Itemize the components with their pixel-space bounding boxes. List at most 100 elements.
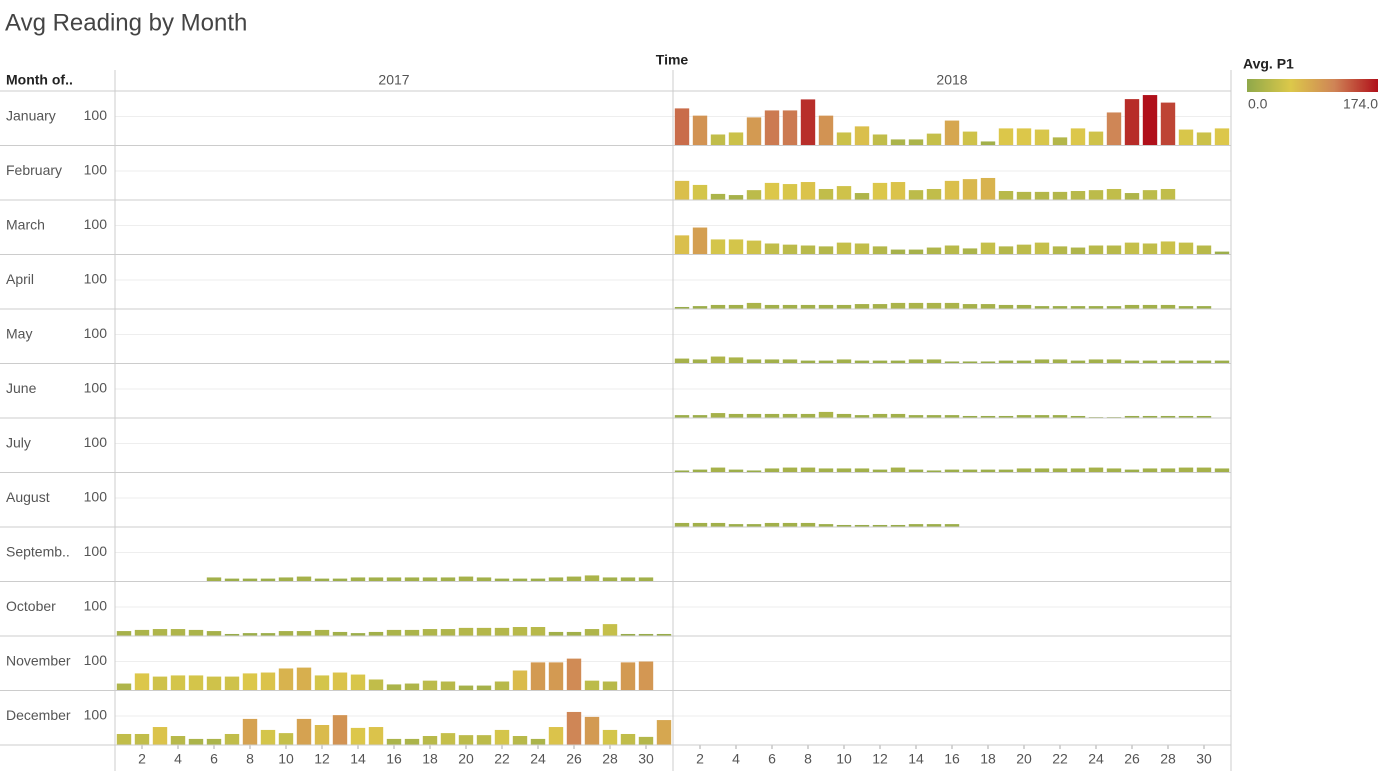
bar <box>260 672 276 691</box>
bar <box>458 685 474 691</box>
bar <box>1124 415 1140 418</box>
x-tick-label: 18 <box>980 751 996 767</box>
bar <box>620 633 636 636</box>
bar <box>584 629 600 636</box>
bar <box>1106 468 1122 473</box>
bar <box>818 524 834 527</box>
bar <box>512 578 528 582</box>
bar <box>674 415 690 418</box>
bar <box>944 361 960 364</box>
bar <box>710 134 726 146</box>
bar <box>782 413 798 418</box>
bar <box>926 359 942 364</box>
bar <box>908 524 924 527</box>
row-label: Septemb.. <box>6 544 70 560</box>
bar <box>566 631 582 636</box>
bar <box>728 132 744 146</box>
bar <box>854 524 870 527</box>
bar <box>782 244 798 255</box>
x-tick-label: 18 <box>422 751 438 767</box>
bar <box>1052 246 1068 255</box>
bar <box>710 304 726 309</box>
bar <box>962 469 978 473</box>
bar <box>332 631 348 636</box>
x-tick-label: 2 <box>138 751 146 767</box>
bar <box>638 661 654 691</box>
bar <box>404 683 420 691</box>
bar <box>602 681 618 691</box>
bar <box>908 415 924 418</box>
bar <box>1016 360 1032 364</box>
bar <box>998 128 1014 146</box>
bar <box>1196 245 1212 255</box>
bar <box>872 360 888 364</box>
bar <box>674 108 690 146</box>
bar <box>224 578 240 582</box>
x-tick-label: 28 <box>1160 751 1176 767</box>
bar <box>980 242 996 255</box>
bar <box>998 415 1014 418</box>
bar <box>458 735 474 745</box>
x-tick-label: 12 <box>314 751 330 767</box>
bar <box>1142 190 1158 200</box>
bar <box>1106 245 1122 255</box>
bar <box>818 246 834 255</box>
bar <box>1214 360 1230 364</box>
bar <box>386 738 402 745</box>
bar <box>1088 306 1104 309</box>
bar <box>1016 128 1032 146</box>
bar <box>1142 243 1158 255</box>
bar <box>692 469 708 473</box>
bar <box>692 306 708 309</box>
bar <box>782 304 798 309</box>
bar <box>350 674 366 691</box>
bar <box>836 304 852 309</box>
bar <box>1160 415 1176 418</box>
bar <box>980 469 996 473</box>
bar <box>422 577 438 582</box>
bar <box>512 627 528 636</box>
bar <box>134 733 150 745</box>
x-tick-label: 26 <box>566 751 582 767</box>
bar <box>980 361 996 364</box>
bar <box>1160 102 1176 146</box>
bar <box>548 577 564 582</box>
bar <box>548 727 564 745</box>
bar <box>800 522 816 527</box>
bar <box>926 247 942 255</box>
bar <box>764 110 780 146</box>
bar <box>692 415 708 418</box>
row-label: August <box>6 489 50 505</box>
bar <box>584 575 600 582</box>
bar <box>1196 360 1212 364</box>
bar <box>566 576 582 582</box>
bar <box>170 675 186 691</box>
x-tick-label: 26 <box>1124 751 1140 767</box>
bar <box>1124 242 1140 255</box>
bar <box>620 733 636 745</box>
bar <box>1160 188 1176 200</box>
bar <box>692 115 708 146</box>
bar <box>422 680 438 691</box>
row-label: June <box>6 380 37 396</box>
x-tick-label: 22 <box>494 751 510 767</box>
bar <box>638 736 654 745</box>
bar <box>476 735 492 745</box>
bar <box>854 304 870 309</box>
bar <box>962 179 978 200</box>
bar <box>278 631 294 636</box>
bar <box>836 524 852 527</box>
bar <box>872 246 888 255</box>
bar <box>818 468 834 473</box>
bar <box>494 681 510 691</box>
bar <box>908 359 924 364</box>
bar <box>674 470 690 473</box>
y-tick-label: 100 <box>84 216 108 232</box>
bar <box>710 413 726 418</box>
bar <box>890 182 906 200</box>
bar <box>1142 468 1158 473</box>
bar <box>368 631 384 636</box>
bar <box>1070 191 1086 200</box>
bar <box>458 576 474 582</box>
bar <box>980 304 996 309</box>
